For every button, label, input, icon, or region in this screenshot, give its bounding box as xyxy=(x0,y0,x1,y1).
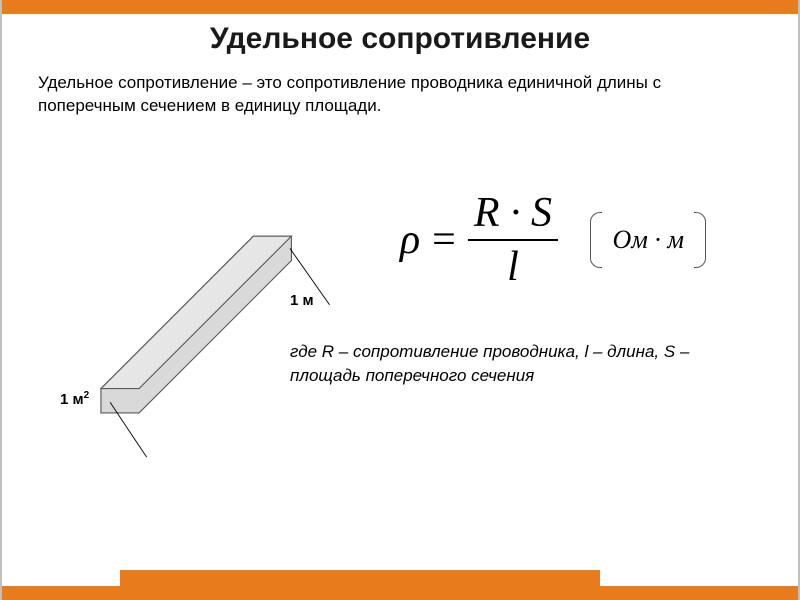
definition-text: Удельное сопротивление – это сопротивлен… xyxy=(38,72,760,118)
label-area: 1 м2 xyxy=(60,390,89,408)
units-text: Ом · м xyxy=(609,225,688,254)
frame-bottom xyxy=(0,586,800,600)
label-area-sup: 2 xyxy=(84,390,90,401)
formula: ρ = R · S l Ом · м xyxy=(400,185,780,295)
formula-numerator: R · S xyxy=(468,189,558,241)
bar-top-face xyxy=(101,236,291,388)
formula-units: Ом · м xyxy=(586,204,710,276)
formula-eq: = xyxy=(432,216,456,264)
formula-fraction: R · S l xyxy=(468,189,558,291)
frame-left xyxy=(0,0,2,600)
conductor-diagram xyxy=(20,160,380,480)
accent-tab xyxy=(120,570,600,586)
label-length: 1 м xyxy=(290,292,314,309)
label-area-base: 1 м xyxy=(60,391,84,408)
bracket-left-icon xyxy=(590,212,602,268)
formula-denominator: l xyxy=(507,241,519,291)
bracket-right-icon xyxy=(694,212,706,268)
frame-top xyxy=(0,0,800,14)
formula-lhs: ρ xyxy=(400,216,420,264)
formula-main: ρ = R · S l xyxy=(400,189,558,291)
page-title: Удельное сопротивление xyxy=(0,22,800,56)
legend-text: где R – сопротивление проводника, l – дл… xyxy=(290,340,740,388)
